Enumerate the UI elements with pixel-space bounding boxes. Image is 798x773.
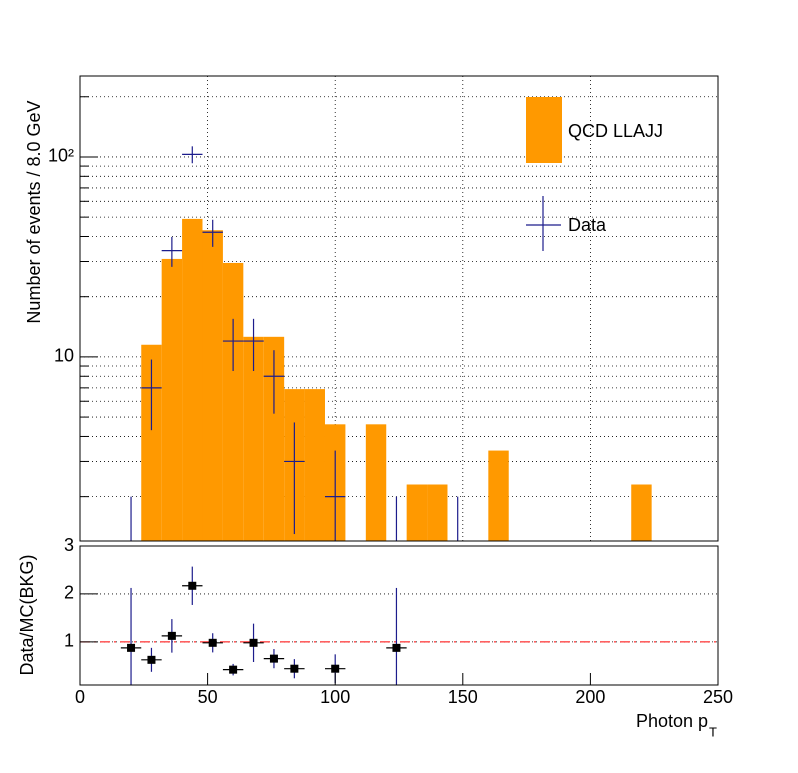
legend-swatch — [526, 97, 562, 163]
x-tick-label: 0 — [75, 687, 85, 707]
y-tick-label: 2 — [64, 583, 74, 603]
data-point — [263, 350, 285, 414]
ratio-point — [222, 663, 244, 676]
frame — [79, 545, 719, 686]
ratio-point — [141, 647, 162, 672]
data-point — [161, 236, 183, 267]
y-tick-label: 10 — [54, 346, 74, 366]
marker — [331, 664, 340, 673]
data-point — [243, 318, 264, 372]
ratio-point — [386, 587, 407, 685]
ratio-point — [243, 623, 264, 662]
ratio-pad: 1 2 3 0 50 100 150 200 250 — [64, 535, 733, 707]
histogram-bar — [365, 424, 387, 541]
histogram-bar — [304, 389, 325, 541]
histogram-bar — [222, 262, 244, 541]
x-axis-label: Photon p — [636, 711, 708, 731]
marker — [229, 665, 238, 674]
data-point — [202, 219, 223, 247]
frame — [79, 75, 719, 542]
ratio-point — [202, 633, 223, 653]
histogram-bar — [243, 336, 264, 541]
data-point — [284, 422, 305, 535]
marker — [127, 643, 136, 652]
marker — [167, 631, 176, 640]
histogram-bar — [427, 484, 448, 541]
y-axis-label: Number of events / 8.0 GeV — [24, 100, 44, 323]
marker — [147, 655, 156, 664]
marker — [188, 581, 197, 590]
data-point — [182, 146, 203, 164]
data-point — [141, 359, 162, 431]
legend-label: Data — [568, 215, 607, 235]
legend-label: QCD LLAJJ — [568, 121, 663, 141]
histogram-bar — [161, 258, 183, 541]
marker — [269, 654, 278, 663]
x-tick-label: 50 — [198, 687, 218, 707]
x-tick-label: 100 — [320, 687, 350, 707]
histogram-bar — [202, 230, 223, 541]
y-tick-label: 3 — [64, 535, 74, 555]
histogram-bar — [263, 336, 285, 541]
marker — [208, 638, 217, 647]
x-axis-label-subscript: T — [709, 724, 717, 739]
histogram-bar — [141, 344, 162, 541]
histogram-bar — [406, 484, 428, 541]
x-tick-label: 250 — [703, 687, 733, 707]
marker — [249, 638, 258, 647]
ratio-point — [284, 659, 305, 679]
ratio-point — [161, 619, 183, 653]
x-tick-label: 150 — [448, 687, 478, 707]
ratio-y-axis-label: Data/MC(BKG) — [17, 554, 37, 675]
ratio-point — [263, 649, 285, 669]
data-point — [222, 318, 244, 372]
y-tick-label: 10² — [48, 146, 74, 166]
x-axis-label-main: Photon p — [636, 711, 708, 731]
data-point — [324, 450, 346, 541]
marker — [290, 664, 299, 673]
histogram-bar — [182, 218, 203, 541]
main-pad: 10 10² QCD LLAJJ Data — [48, 75, 719, 542]
y-tick-label: 1 — [64, 631, 74, 651]
histogram-bar — [488, 450, 509, 541]
x-tick-label: 200 — [575, 687, 605, 707]
ratio-point — [182, 566, 203, 605]
ratio-point — [120, 587, 142, 685]
marker — [392, 643, 401, 652]
histogram-bar — [631, 484, 652, 541]
